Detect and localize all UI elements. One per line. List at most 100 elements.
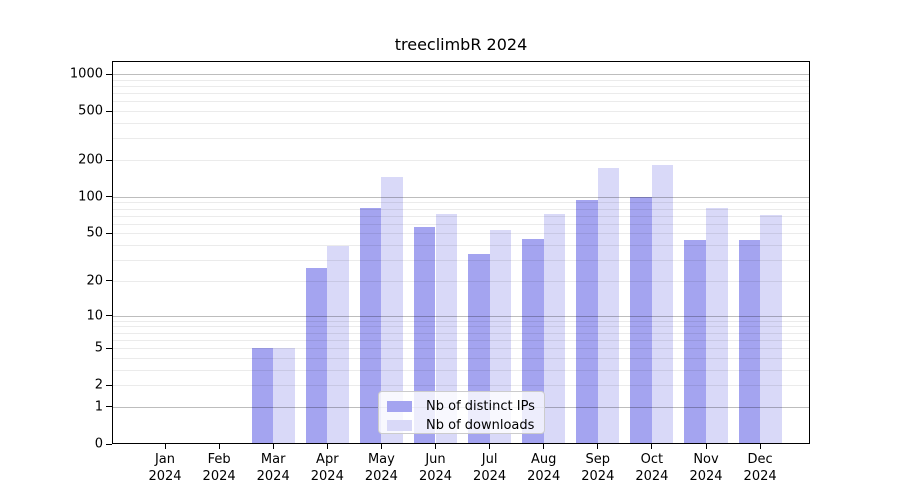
- x-tick-year-nov-2024: 2024: [689, 469, 723, 484]
- x-tick-mark-aug-2024: [543, 444, 545, 449]
- bar-downloads-apr-2024: [327, 246, 349, 444]
- x-tick-label-sep-2024: Sep 2024: [581, 451, 614, 485]
- bar-downloads-jun-2024: [435, 214, 458, 444]
- x-tick-label-jul-2024: Jul 2024: [473, 451, 506, 485]
- x-tick-mark-jun-2024: [435, 444, 436, 449]
- x-tick-year-mar-2024: 2024: [256, 469, 290, 484]
- bar-downloads-mar-2024: [273, 348, 295, 444]
- x-tick-label-nov-2024: Nov 2024: [689, 451, 722, 485]
- plot-border-top: [112, 61, 810, 62]
- y-tick-label-20: 20: [86, 273, 103, 289]
- y-tick-label-0: 0: [94, 436, 103, 452]
- bar-distinct-ips-apr-2024: [305, 267, 328, 444]
- x-tick-label-mar-2024: Mar 2024: [257, 451, 290, 485]
- y-tick-label-1000: 1000: [69, 66, 103, 82]
- y-tick-label-100: 100: [78, 189, 103, 205]
- bar-distinct-ips-nov-2024: [684, 240, 706, 444]
- y-tick-mark-500: [106, 110, 112, 112]
- y-tick-mark-0: [106, 443, 112, 445]
- y-tick-label-10: 10: [86, 308, 103, 324]
- plot-border-right: [809, 61, 810, 444]
- legend-label-downloads: Nb of downloads: [426, 417, 535, 433]
- y-tick-mark-2: [106, 384, 112, 386]
- bar-distinct-ips-jun-2024: [413, 226, 436, 444]
- legend-item-distinct-ips: Nb of distinct IPs: [387, 399, 536, 415]
- y-tick-mark-200: [106, 159, 112, 161]
- x-tick-year-may-2024: 2024: [364, 469, 398, 484]
- x-tick-mark-may-2024: [380, 444, 382, 449]
- x-tick-month-jan-2024: Jan: [154, 452, 176, 467]
- y-tick-mark-20: [106, 280, 112, 282]
- x-tick-year-apr-2024: 2024: [310, 469, 344, 484]
- x-tick-month-sep-2024: Sep: [585, 452, 611, 467]
- chart-title: treeclimbR 2024: [394, 35, 528, 54]
- x-tick-month-aug-2024: Aug: [530, 452, 557, 467]
- x-tick-label-oct-2024: Oct 2024: [635, 451, 668, 485]
- y-tick-mark-100: [106, 196, 112, 198]
- bar-distinct-ips-oct-2024: [630, 196, 652, 444]
- x-tick-month-oct-2024: Oct: [640, 452, 664, 467]
- x-tick-year-aug-2024: 2024: [527, 469, 561, 484]
- x-tick-label-aug-2024: Aug 2024: [527, 451, 560, 485]
- x-tick-month-jun-2024: Jun: [425, 452, 446, 467]
- legend-swatch-distinct-ips: [387, 401, 412, 413]
- bar-downloads-oct-2024: [651, 165, 674, 444]
- x-tick-year-sep-2024: 2024: [581, 469, 615, 484]
- plot-border-left: [112, 61, 113, 444]
- x-tick-year-jun-2024: 2024: [418, 469, 453, 484]
- y-axis: 0 1 2 5 10 20 50 100 200 500 1000: [0, 0, 112, 500]
- bars-layer: [112, 61, 810, 444]
- y-tick-label-50: 50: [86, 225, 103, 241]
- x-tick-mark-mar-2024: [272, 444, 274, 449]
- y-tick-mark-1: [106, 406, 112, 408]
- x-tick-month-feb-2024: Feb: [207, 452, 231, 467]
- x-tick-year-oct-2024: 2024: [635, 469, 669, 484]
- x-tick-mark-jan-2024: [164, 444, 166, 449]
- legend-item-downloads: Nb of downloads: [387, 418, 536, 434]
- bar-downloads-sep-2024: [597, 168, 620, 444]
- bar-distinct-ips-sep-2024: [576, 199, 598, 444]
- bar-downloads-aug-2024: [543, 213, 566, 444]
- x-tick-mark-apr-2024: [326, 444, 328, 449]
- x-tick-label-may-2024: May 2024: [365, 451, 398, 485]
- x-tick-year-jul-2024: 2024: [473, 469, 507, 484]
- x-tick-mark-dec-2024: [759, 444, 761, 449]
- y-tick-label-500: 500: [78, 103, 103, 119]
- plot-border-bottom: [112, 443, 810, 444]
- x-tick-year-feb-2024: 2024: [202, 469, 236, 484]
- y-tick-label-2: 2: [94, 377, 103, 393]
- x-tick-year-jan-2024: 2024: [148, 469, 182, 484]
- y-tick-mark-5: [106, 347, 112, 349]
- x-tick-mark-nov-2024: [705, 444, 707, 449]
- y-tick-label-1: 1: [94, 399, 103, 415]
- bar-downloads-jul-2024: [489, 230, 512, 444]
- x-tick-month-apr-2024: Apr: [316, 452, 339, 467]
- bar-downloads-may-2024: [381, 177, 403, 444]
- x-tick-month-mar-2024: Mar: [260, 452, 286, 467]
- legend-swatch-downloads: [387, 419, 412, 431]
- x-tick-label-apr-2024: Apr 2024: [311, 451, 344, 485]
- x-tick-month-nov-2024: Nov: [693, 452, 719, 467]
- x-tick-label-feb-2024: Feb 2024: [203, 451, 236, 485]
- x-tick-label-dec-2024: Dec 2024: [744, 451, 777, 485]
- legend: Nb of distinct IPs Nb of downloads: [378, 391, 545, 434]
- x-tick-year-dec-2024: 2024: [743, 469, 777, 484]
- legend-label-distinct-ips: Nb of distinct IPs: [426, 399, 535, 415]
- x-tick-mark-sep-2024: [597, 444, 599, 449]
- bar-distinct-ips-mar-2024: [251, 348, 274, 444]
- x-tick-label-jun-2024: Jun 2024: [419, 451, 452, 485]
- y-tick-label-200: 200: [78, 152, 103, 168]
- y-tick-mark-50: [106, 232, 112, 234]
- y-tick-mark-1000: [106, 73, 112, 75]
- bar-downloads-dec-2024: [760, 215, 782, 444]
- bar-downloads-nov-2024: [706, 208, 728, 444]
- x-tick-month-dec-2024: Dec: [747, 452, 773, 467]
- y-tick-label-5: 5: [94, 340, 103, 356]
- plot-area: Nb of distinct IPs Nb of downloads: [112, 61, 810, 444]
- x-tick-mark-oct-2024: [651, 444, 653, 449]
- x-tick-month-may-2024: May: [367, 452, 395, 467]
- bar-distinct-ips-may-2024: [359, 208, 382, 444]
- x-tick-month-jul-2024: Jul: [481, 452, 498, 467]
